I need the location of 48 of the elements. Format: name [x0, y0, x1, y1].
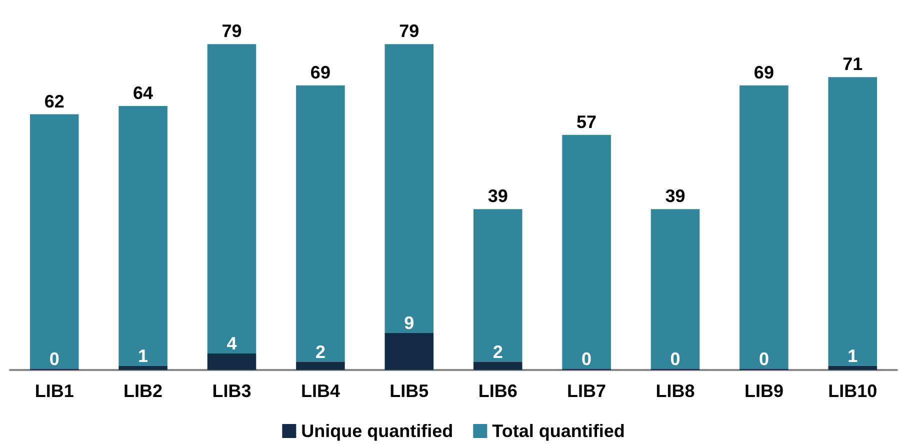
data-label: 0	[49, 349, 60, 369]
data-label: 1	[848, 346, 858, 366]
total-label: 79	[222, 21, 242, 42]
total-label: 39	[488, 186, 508, 206]
x-tick-label: LIB8	[656, 381, 695, 401]
x-tick-label: LIB3	[212, 381, 252, 401]
total-label: 39	[665, 186, 686, 206]
x-tick-label: LIB4	[300, 381, 340, 401]
x-tick-label: LIB7	[567, 381, 606, 401]
data-label: 1	[138, 346, 148, 366]
data-label: 4	[226, 334, 237, 354]
x-tick-label: LIB5	[390, 381, 429, 401]
total-label: 79	[399, 21, 420, 42]
bar	[207, 354, 256, 370]
legend-label: Total quantified	[492, 421, 625, 441]
x-tick-label: LIB10	[828, 381, 878, 401]
x-tick-label: LIB2	[124, 381, 163, 401]
bar	[30, 114, 79, 370]
bar	[473, 209, 522, 362]
data-label: 2	[492, 342, 503, 362]
total-label: 57	[576, 112, 597, 132]
bar	[296, 85, 345, 362]
bar	[384, 332, 434, 370]
data-label: 2	[315, 342, 326, 362]
x-tick-label: LIB1	[34, 381, 74, 401]
bar	[828, 77, 878, 366]
x-tick-label: LIB9	[744, 381, 784, 401]
x-tick-label: LIB6	[478, 381, 518, 401]
bar	[562, 134, 611, 370]
bar	[296, 362, 345, 370]
total-label: 64	[133, 83, 154, 103]
bar	[118, 366, 168, 370]
total-label: 69	[310, 62, 330, 82]
bar	[384, 44, 434, 333]
bar	[118, 106, 168, 366]
legend-label: Unique quantified	[301, 421, 454, 441]
data-label: 0	[582, 349, 592, 369]
total-label: 62	[44, 91, 64, 112]
bar	[740, 85, 788, 370]
data-label: 0	[670, 349, 680, 369]
total-label: 71	[842, 54, 863, 74]
bar	[207, 44, 256, 354]
total-label: 69	[754, 62, 774, 82]
bar	[473, 362, 522, 370]
bar	[650, 209, 700, 370]
data-label: 0	[758, 349, 769, 369]
data-label: 9	[404, 312, 414, 333]
bar	[828, 366, 878, 370]
